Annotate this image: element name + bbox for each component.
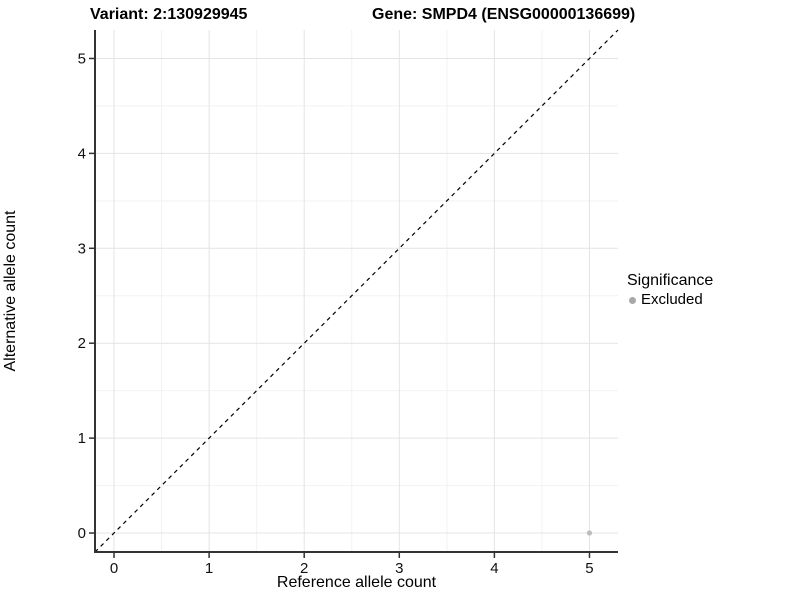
y-tick-label: 2	[78, 335, 86, 352]
data-point	[586, 530, 593, 536]
identity-dashed-line	[94, 29, 619, 553]
x-axis-title: Reference allele count	[276, 574, 437, 591]
x-tick-label: 3	[395, 560, 403, 577]
y-tick-label: 1	[78, 430, 86, 447]
y-tick-label: 0	[78, 525, 86, 542]
y-tick-label: 4	[78, 145, 86, 162]
legend-item-excluded: Excluded	[627, 291, 713, 309]
legend: Significance Excluded	[627, 271, 713, 309]
x-tick-label: 4	[490, 560, 498, 577]
x-tick-label: 0	[110, 560, 118, 577]
y-tick-label: 5	[78, 50, 86, 67]
x-tick-label: 1	[205, 560, 213, 577]
x-tick-label: 2	[300, 560, 308, 577]
legend-key-dot	[629, 296, 636, 304]
y-tick-label: 3	[78, 240, 86, 257]
plot-title-variant: Variant: 2:130929945	[90, 6, 248, 23]
x-tick-label: 5	[585, 560, 593, 577]
legend-item-label: Excluded	[641, 291, 703, 308]
legend-title: Significance	[627, 272, 714, 289]
plot-title-gene: Gene: SMPD4 (ENSG00000136699)	[372, 6, 636, 23]
y-axis-title: Alternative allele count	[2, 210, 19, 372]
